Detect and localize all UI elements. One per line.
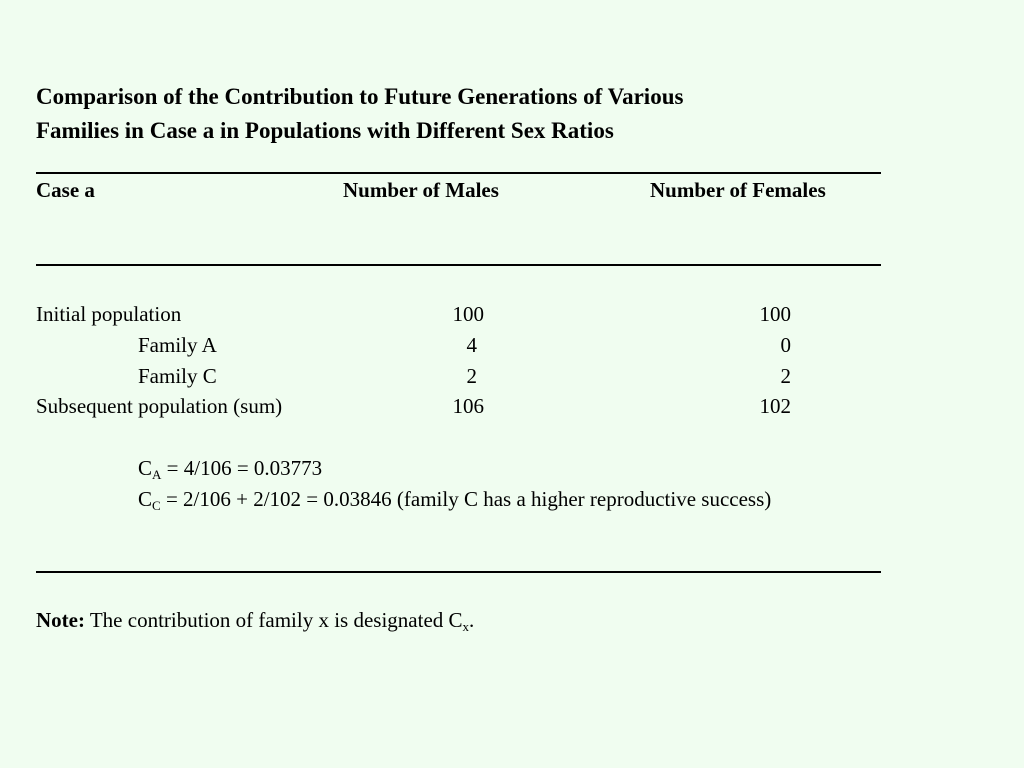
header-case: Case a xyxy=(36,178,95,202)
note-label: Note: xyxy=(36,608,85,632)
row-label: Family C xyxy=(138,364,217,388)
note-text: The contribution of family x is designat… xyxy=(84,608,463,632)
header-females: Number of Females xyxy=(650,178,826,202)
note: Note: The contribution of family x is de… xyxy=(36,608,475,634)
row-females: 0 xyxy=(780,333,792,357)
rule-top xyxy=(36,172,881,174)
rule-bottom xyxy=(36,571,881,573)
row-females: 102 xyxy=(759,394,792,418)
note-subscript: x xyxy=(462,619,470,634)
row-label: Initial population xyxy=(36,302,182,326)
title-line-2: Families in Case a in Populations with D… xyxy=(36,118,614,143)
equation-cc: CC = 2/106 + 2/102 = 0.03846 (family C h… xyxy=(138,487,772,513)
header-males: Number of Males xyxy=(343,178,499,202)
row-males: 2 xyxy=(466,364,478,388)
row-females: 100 xyxy=(759,302,792,326)
rule-header-bottom xyxy=(36,264,881,266)
row-males: 4 xyxy=(466,333,478,357)
table-row: Family A 4 0 xyxy=(0,333,1024,363)
row-label: Family A xyxy=(138,333,217,357)
row-females: 2 xyxy=(780,364,792,388)
table-row: Initial population 100 100 xyxy=(0,302,1024,332)
slide-title: Comparison of the Contribution to Future… xyxy=(36,80,683,148)
table-row: Family C 2 2 xyxy=(0,364,1024,394)
row-males: 106 xyxy=(452,394,485,418)
table-row: Subsequent population (sum) 106 102 xyxy=(0,394,1024,424)
equation-ca: CA = 4/106 = 0.03773 xyxy=(138,456,323,482)
row-males: 100 xyxy=(452,302,485,326)
row-label: Subsequent population (sum) xyxy=(36,394,283,418)
title-line-1: Comparison of the Contribution to Future… xyxy=(36,84,684,109)
